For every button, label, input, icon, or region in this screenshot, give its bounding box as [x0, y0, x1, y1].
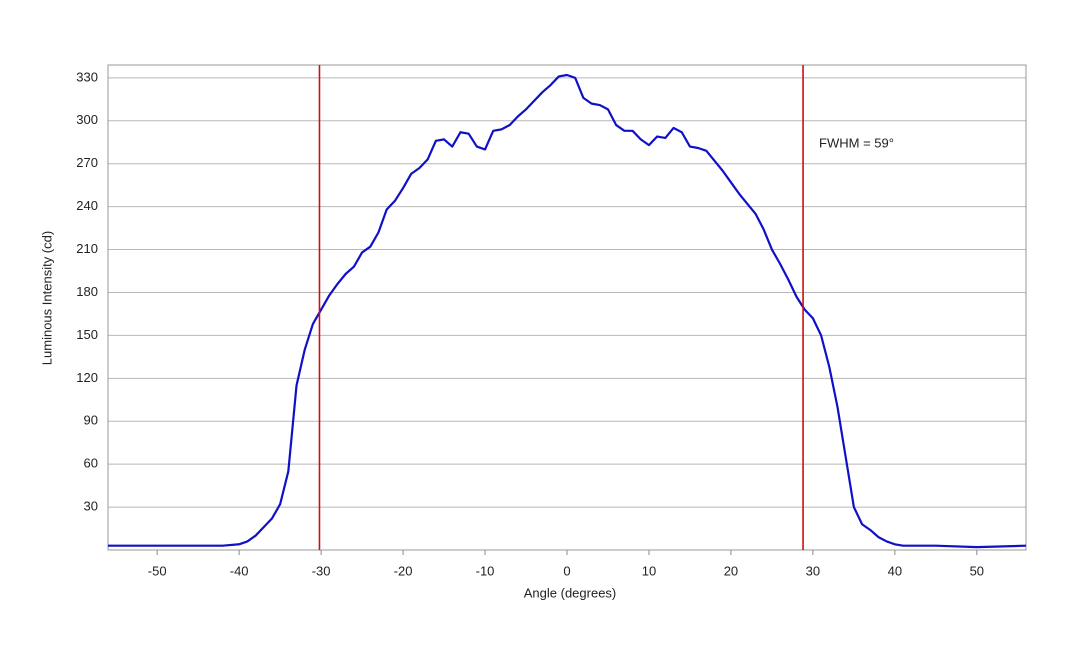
y-tick-label: 120 [76, 370, 98, 385]
y-tick-label: 60 [84, 456, 98, 471]
plot-frame [107, 64, 1027, 551]
x-tick-label: -10 [476, 563, 495, 578]
x-tick-label: 20 [724, 563, 738, 578]
data-line [108, 73, 1027, 549]
x-tick-label: -40 [230, 563, 249, 578]
x-tick-label: -30 [312, 563, 331, 578]
x-tick-label: 30 [806, 563, 820, 578]
y-axis-label: Luminous Intensity (cd) [39, 231, 54, 365]
x-tick-label: 0 [563, 563, 570, 578]
y-tick-label: 270 [76, 155, 98, 170]
y-tick-label: 330 [76, 69, 98, 84]
x-tick-label: -20 [394, 563, 413, 578]
y-tick-label: 210 [76, 241, 98, 256]
y-tick-label: 90 [84, 413, 98, 428]
y-tick-label: 180 [76, 284, 98, 299]
x-tick-label: 40 [888, 563, 902, 578]
y-tick-label: 300 [76, 112, 98, 127]
annotation: FWHM = 59° [819, 135, 894, 150]
y-tick-label: 30 [84, 499, 98, 514]
y-tick-label: 150 [76, 327, 98, 342]
x-tick-label: 50 [970, 563, 984, 578]
x-tick-label: 10 [642, 563, 656, 578]
x-axis-label: Angle (degrees) [524, 585, 617, 600]
x-tick-label: -50 [148, 563, 167, 578]
y-tick-label: 240 [76, 198, 98, 213]
